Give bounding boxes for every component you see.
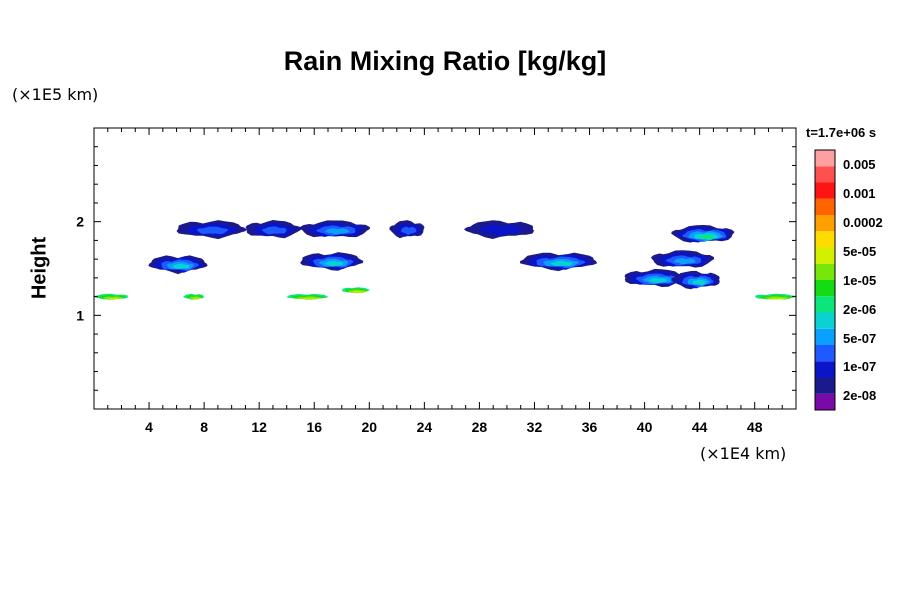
colorbar-swatch bbox=[815, 263, 835, 280]
colorbar-swatch bbox=[815, 182, 835, 199]
colorbar-label: 1e-07 bbox=[843, 359, 876, 374]
colorbar-label: 2e-06 bbox=[843, 302, 876, 317]
rain-layer bbox=[341, 287, 370, 294]
rain-layer bbox=[670, 270, 720, 290]
rain-contour bbox=[648, 278, 667, 284]
colorbar-frame bbox=[814, 149, 836, 411]
rain-layer bbox=[299, 220, 371, 238]
rain-contour bbox=[261, 226, 287, 235]
x-tick-label: 28 bbox=[472, 419, 488, 435]
x-tick-label: 12 bbox=[251, 419, 267, 435]
colorbar-label: 0.005 bbox=[843, 157, 876, 172]
rain-contour bbox=[192, 297, 200, 300]
colorbar-swatch bbox=[815, 166, 835, 183]
rain-contour bbox=[172, 263, 190, 269]
rain-contour bbox=[351, 290, 365, 294]
colorbar-label: 0.0002 bbox=[843, 215, 883, 230]
x-tick-label: 24 bbox=[417, 419, 433, 435]
colorbar-swatch bbox=[815, 361, 835, 378]
colorbar-label: 1e-05 bbox=[843, 273, 876, 288]
rain-contour bbox=[770, 297, 785, 300]
x-tick-label: 36 bbox=[582, 419, 598, 435]
x-tick-label: 8 bbox=[200, 419, 208, 435]
rain-layer bbox=[300, 252, 364, 271]
x-axis: 4 8 12 16 20 24 28 32 36 40 44 48 bbox=[107, 128, 783, 435]
rain-layer bbox=[245, 220, 302, 239]
colorbar-swatch bbox=[815, 247, 835, 264]
rain-contour bbox=[302, 297, 317, 300]
x-axis-unit-note: (×1E4 km) bbox=[700, 444, 787, 463]
chart-title: Rain Mixing Ratio [kg/kg] bbox=[283, 46, 607, 76]
colorbar-swatch bbox=[815, 215, 835, 232]
rain-layer bbox=[624, 268, 688, 287]
y-axis-unit-note: (×1E5 km) bbox=[12, 85, 99, 104]
rain-layer bbox=[464, 220, 535, 239]
colorbar-swatch bbox=[815, 393, 835, 410]
rain-layer bbox=[183, 293, 205, 300]
colorbar-swatch bbox=[815, 377, 835, 394]
rain-contour bbox=[400, 226, 417, 235]
rain-layer bbox=[148, 255, 208, 275]
rain-contour bbox=[699, 234, 715, 240]
y-tick-label: 1 bbox=[76, 307, 84, 323]
rain-contour bbox=[325, 261, 344, 267]
rain-layer bbox=[754, 293, 797, 300]
rain-field bbox=[93, 220, 797, 300]
colorbar: 0.005 0.001 0.0002 5e-05 1e-05 2e-06 5e-07 1e-0… bbox=[814, 149, 883, 411]
y-axis: 12 bbox=[76, 146, 796, 391]
colorbar-swatch bbox=[815, 280, 835, 297]
rain-contour bbox=[550, 261, 573, 267]
rain-contour bbox=[692, 279, 707, 285]
rain-layer bbox=[650, 250, 714, 268]
colorbar-label: 5e-05 bbox=[843, 244, 876, 259]
x-tick-label: 16 bbox=[306, 419, 322, 435]
rain-contour bbox=[107, 297, 120, 300]
x-tick-label: 20 bbox=[362, 419, 378, 435]
x-tick-label: 44 bbox=[692, 419, 708, 435]
rain-contour bbox=[479, 224, 523, 236]
colorbar-label: 2e-08 bbox=[843, 388, 876, 403]
rain-contour bbox=[196, 226, 229, 234]
rain-layer bbox=[671, 225, 735, 243]
rain-layer bbox=[519, 252, 598, 272]
rain-layer bbox=[176, 220, 247, 240]
colorbar-swatch bbox=[815, 231, 835, 248]
x-tick-label: 48 bbox=[747, 419, 763, 435]
x-tick-label: 40 bbox=[637, 419, 653, 435]
plot-frame bbox=[93, 127, 797, 410]
y-tick-label: 2 bbox=[76, 214, 84, 230]
colorbar-label: 0.001 bbox=[843, 186, 876, 201]
time-label: t=1.7e+06 s bbox=[806, 125, 877, 140]
colorbar-swatch bbox=[815, 328, 835, 345]
rain-layer bbox=[389, 220, 425, 239]
rain-contour bbox=[673, 258, 696, 265]
x-tick-label: 4 bbox=[145, 419, 153, 435]
colorbar-swatch bbox=[815, 296, 835, 313]
colorbar-label: 5e-07 bbox=[843, 331, 876, 346]
rain-contour bbox=[325, 228, 350, 235]
x-tick-label: 32 bbox=[527, 419, 543, 435]
colorbar-swatch bbox=[815, 345, 835, 362]
colorbar-swatch bbox=[815, 150, 835, 167]
rain-layer bbox=[93, 293, 129, 300]
rain-layer bbox=[286, 294, 329, 300]
colorbar-swatch bbox=[815, 312, 835, 329]
colorbar-swatch bbox=[815, 198, 835, 215]
